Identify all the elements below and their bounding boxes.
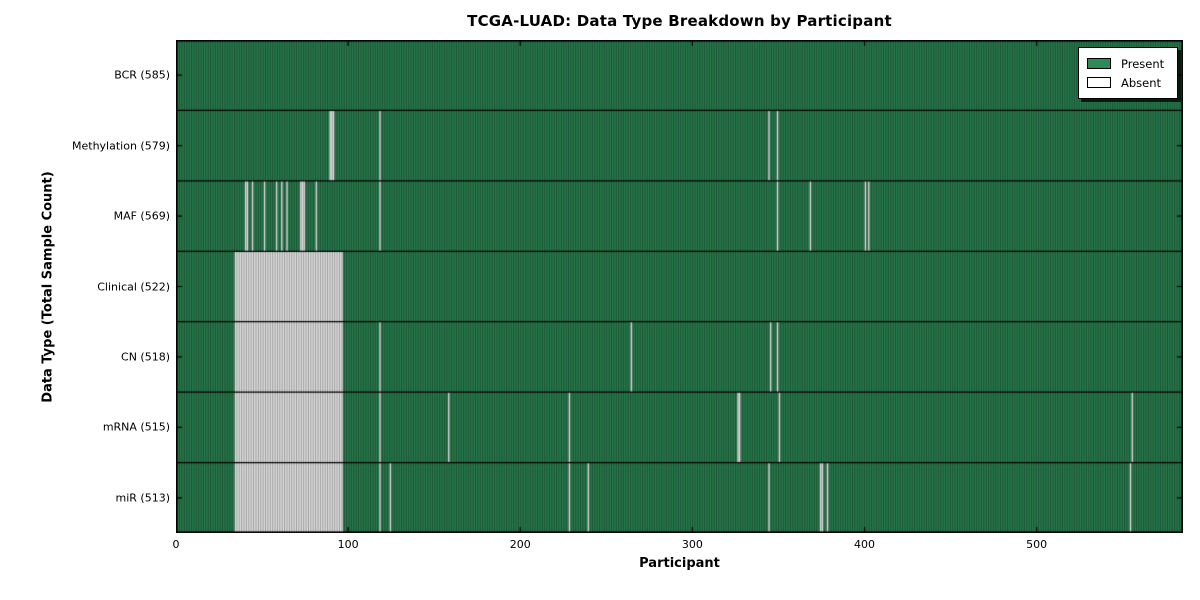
legend: Present Absent	[1078, 47, 1178, 99]
y-tick-label-Clinical: Clinical (522)	[97, 280, 170, 293]
legend-swatch-absent-icon	[1087, 77, 1111, 88]
legend-item-absent: Absent	[1087, 73, 1169, 92]
y-axis-label: Data Type (Total Sample Count)	[40, 171, 56, 403]
x-tick-label-300: 300	[681, 538, 703, 551]
x-tick-label-400: 400	[854, 538, 876, 551]
x-tick-label-500: 500	[1026, 538, 1048, 551]
x-tick-label-100: 100	[337, 538, 359, 551]
heatmap-canvas	[176, 40, 1183, 533]
y-tick-label-BCR: BCR (585)	[114, 68, 170, 82]
y-tick-label-Methylation: Methylation (579)	[72, 139, 170, 153]
x-axis-label: Participant	[639, 556, 720, 571]
legend-label-absent: Absent	[1121, 75, 1162, 90]
x-tick-label-0: 0	[172, 538, 180, 551]
y-tick-label-MAF: MAF (569)	[113, 209, 170, 223]
y-tick-label-mRNA: mRNA (515)	[102, 420, 170, 434]
legend-item-present: Present	[1087, 54, 1169, 73]
x-tick-label-200: 200	[509, 538, 531, 551]
legend-label-present: Present	[1121, 56, 1165, 71]
chart-title: TCGA-LUAD: Data Type Breakdown by Partic…	[467, 12, 892, 30]
legend-swatch-present-icon	[1087, 58, 1111, 69]
y-tick-label-CN: CN (518)	[121, 350, 170, 364]
y-tick-label-miR: miR (513)	[115, 491, 171, 505]
